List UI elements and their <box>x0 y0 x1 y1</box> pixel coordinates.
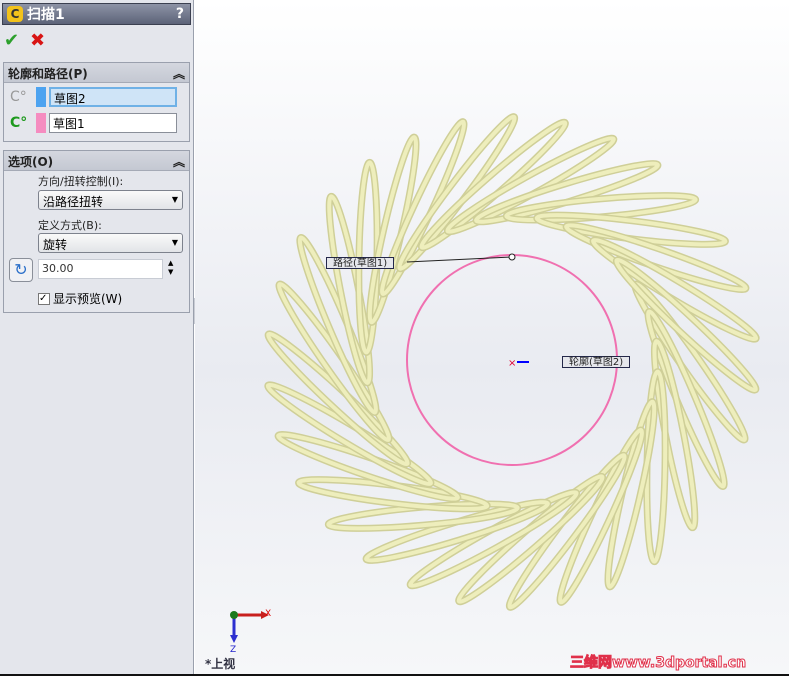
angle-spinner[interactable]: ▲ ▼ <box>168 259 174 276</box>
property-manager: C 扫描1 ? ✔ ✖ 轮廓和路径(P) ︽ C° 草图2 C° 草图1 选项(O… <box>0 0 200 676</box>
watermark: 三维网www.3dportal.cn <box>569 655 747 672</box>
path-callout[interactable]: 路径(草图1) <box>326 257 395 269</box>
path-endpoint <box>508 253 516 261</box>
profile-icon: C° <box>10 89 27 105</box>
feature-title-bar: C 扫描1 ? <box>2 3 191 25</box>
profile-field[interactable]: 草图2 <box>49 87 177 107</box>
profile-color-swatch <box>36 87 46 107</box>
view-name: *上视 <box>205 657 236 671</box>
graphics-viewport[interactable]: × 路径(草图1) 轮廓(草图2) X Z *上视 三维网www.3dporta… <box>195 0 789 674</box>
spring-coil-highlight <box>614 257 758 393</box>
profile-path-group: 轮廓和路径(P) ︽ C° 草图2 C° 草图1 <box>3 62 190 142</box>
options-group: 选项(O) ︽ 方向/扭转控制(I): 沿路径扭转 定义方式(B): 旋转 ↻ 3… <box>3 150 190 313</box>
feature-title: 扫描1 <box>27 7 65 23</box>
profile-callout[interactable]: 轮廓(草图2) <box>562 356 631 368</box>
path-field[interactable]: 草图1 <box>49 113 177 133</box>
path-color-swatch <box>36 113 46 133</box>
collapse-icon[interactable]: ︽ <box>172 67 185 81</box>
options-header[interactable]: 选项(O) ︽ <box>4 151 189 171</box>
profile-path-header[interactable]: 轮廓和路径(P) ︽ <box>4 63 189 83</box>
preview-checkbox[interactable]: ✓ 显示预览(W) <box>38 290 122 307</box>
checkbox-icon[interactable]: ✓ <box>38 292 50 305</box>
define-label: 定义方式(B): <box>38 219 102 232</box>
collapse-icon[interactable]: ︽ <box>172 155 185 169</box>
path-leader-line <box>406 256 513 263</box>
ok-check-icon[interactable]: ✔ <box>4 30 20 51</box>
group-title: 选项(O) <box>8 155 54 169</box>
axis-z-label: Z <box>230 645 237 655</box>
path-icon: C° <box>10 115 28 131</box>
triad-icon <box>230 611 269 643</box>
status-bar-edge <box>0 674 789 676</box>
cancel-x-icon[interactable]: ✖ <box>30 30 46 51</box>
define-select[interactable]: 旋转 <box>38 233 183 253</box>
twist-label: 方向/扭转控制(I): <box>38 175 124 188</box>
group-title: 轮廓和路径(P) <box>8 67 88 81</box>
origin-marker: × <box>508 358 516 369</box>
angle-input[interactable]: 30.00 <box>38 259 163 279</box>
preview-label: 显示预览(W) <box>53 292 123 306</box>
twist-select[interactable]: 沿路径扭转 <box>38 190 183 210</box>
rotate-direction-icon[interactable]: ↻ <box>9 258 33 282</box>
sweep-spring-model: × <box>264 113 760 611</box>
help-button[interactable]: ? <box>175 6 184 22</box>
sweep-icon: C <box>7 6 23 22</box>
axis-x-label: X <box>265 609 272 619</box>
